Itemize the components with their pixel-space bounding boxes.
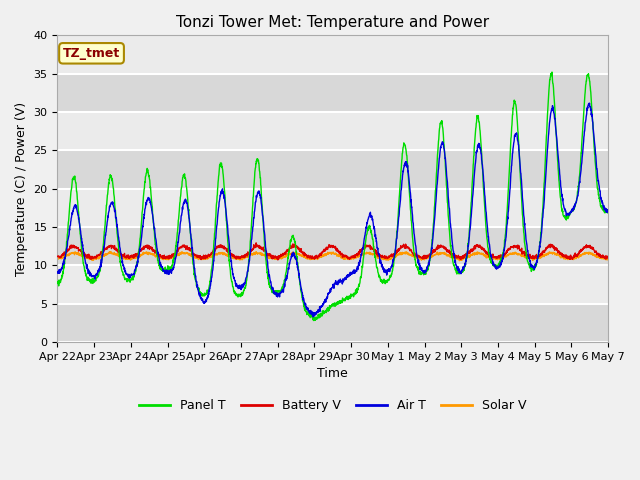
Bar xyxy=(58,227,608,265)
Battery V xyxy=(349,253,357,259)
Text: TZ_tmet: TZ_tmet xyxy=(63,47,120,60)
Air T xyxy=(349,268,356,274)
Air T xyxy=(309,314,317,320)
Bar xyxy=(58,150,608,189)
Battery V xyxy=(572,250,579,256)
Line: Air T: Air T xyxy=(58,103,608,317)
Bar xyxy=(58,36,608,73)
Battery V xyxy=(252,240,260,246)
Panel T xyxy=(493,263,500,269)
Air T xyxy=(586,100,593,106)
Battery V xyxy=(54,253,61,259)
Panel T xyxy=(349,292,356,298)
Solar V xyxy=(456,258,463,264)
Air T xyxy=(556,171,563,177)
Air T xyxy=(361,233,369,239)
Panel T xyxy=(604,209,612,215)
Solar V xyxy=(556,253,564,259)
Solar V xyxy=(361,251,369,256)
Panel T xyxy=(310,318,317,324)
Bar xyxy=(58,189,608,227)
Air T xyxy=(493,264,500,269)
Air T xyxy=(54,269,61,275)
Battery V xyxy=(361,243,369,249)
Title: Tonzi Tower Met: Temperature and Power: Tonzi Tower Met: Temperature and Power xyxy=(176,15,490,30)
Air T xyxy=(604,209,612,215)
Battery V xyxy=(604,254,612,260)
X-axis label: Time: Time xyxy=(317,367,348,380)
Y-axis label: Temperature (C) / Power (V): Temperature (C) / Power (V) xyxy=(15,102,28,276)
Air T xyxy=(207,278,215,284)
Bar xyxy=(58,112,608,150)
Solar V xyxy=(604,256,612,262)
Air T xyxy=(571,201,579,207)
Bar xyxy=(58,73,608,112)
Battery V xyxy=(493,255,501,261)
Panel T xyxy=(548,69,556,75)
Battery V xyxy=(207,252,215,257)
Solar V xyxy=(493,256,501,262)
Line: Solar V: Solar V xyxy=(58,252,608,261)
Battery V xyxy=(556,252,564,257)
Solar V xyxy=(207,252,215,258)
Legend: Panel T, Battery V, Air T, Solar V: Panel T, Battery V, Air T, Solar V xyxy=(134,394,532,417)
Solar V xyxy=(349,255,356,261)
Panel T xyxy=(572,201,579,206)
Solar V xyxy=(572,254,579,260)
Solar V xyxy=(106,249,114,254)
Bar xyxy=(58,265,608,303)
Bar xyxy=(58,303,608,342)
Line: Panel T: Panel T xyxy=(58,72,608,321)
Battery V xyxy=(274,257,282,263)
Panel T xyxy=(207,272,215,278)
Line: Battery V: Battery V xyxy=(58,243,608,260)
Panel T xyxy=(361,245,369,251)
Solar V xyxy=(54,254,61,260)
Panel T xyxy=(556,190,564,195)
Panel T xyxy=(54,279,61,285)
